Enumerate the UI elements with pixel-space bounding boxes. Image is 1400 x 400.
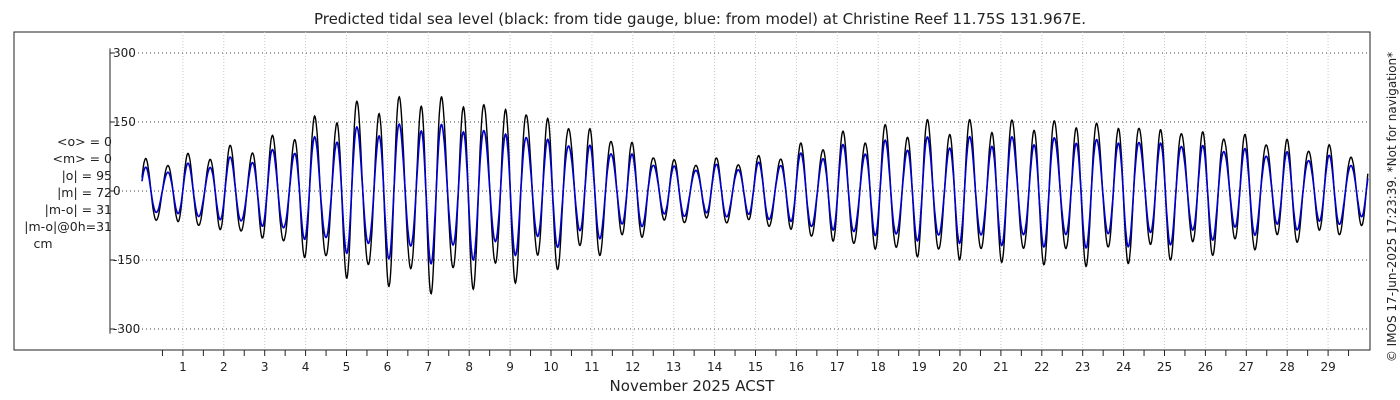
x-tick-label: 3	[261, 360, 269, 374]
x-tick-label: 11	[584, 360, 599, 374]
stat-abs-obs: |o| = 95	[61, 168, 112, 183]
x-tick-label: 21	[993, 360, 1008, 374]
x-tick-label: 6	[384, 360, 392, 374]
x-tick-label: 7	[424, 360, 432, 374]
series-line-model	[141, 123, 1369, 265]
y-tick-label: 150	[113, 115, 136, 129]
copyright-notice: © IMOS 17-Jun-2025 17:23:39. *Not for na…	[1385, 51, 1399, 363]
x-tick-label: 19	[911, 360, 926, 374]
x-tick-label: 28	[1280, 360, 1295, 374]
x-tick-label: 17	[830, 360, 845, 374]
y-tick-label: -300	[113, 322, 140, 336]
stat-abs-diff: |m-o| = 31	[44, 202, 112, 217]
series-layer	[141, 95, 1369, 295]
x-tick-label: 4	[302, 360, 310, 374]
plot-frame	[13, 31, 1371, 351]
x-tick-label: 27	[1239, 360, 1254, 374]
x-tick-label: 9	[506, 360, 514, 374]
y-tick-label: 300	[113, 46, 136, 60]
axis-layer: 1 2 3 4 5 6 7 8 9 10 11 12 13 14 15 16 17 18 19 20 21 22 23 24 2…	[109, 46, 1350, 374]
x-axis-label: November 2025 ACST	[610, 377, 776, 395]
x-tick-label: 1	[179, 360, 187, 374]
y-tick-label: 0	[113, 184, 121, 198]
x-tick-label: 18	[871, 360, 886, 374]
x-tick-label: 16	[789, 360, 804, 374]
x-tick-label: 15	[748, 360, 763, 374]
x-tick-label: 29	[1320, 360, 1335, 374]
series-line-tide-gauge	[141, 95, 1369, 295]
x-tick-label: 24	[1116, 360, 1131, 374]
x-tick-label: 2	[220, 360, 228, 374]
x-tick-label: 20	[952, 360, 967, 374]
y-tick-label: -150	[113, 253, 140, 267]
x-tick-label: 22	[1034, 360, 1049, 374]
stat-mean-obs: <o> = 0	[57, 134, 112, 149]
stat-abs-diff-0h: |m-o|@0h=31	[24, 219, 112, 234]
statistics-panel: <o> = 0 <m> = 0 |o| = 95 |m| = 72 |m-o| …	[0, 133, 112, 252]
stat-unit: cm	[33, 236, 53, 251]
x-tick-label: 5	[343, 360, 351, 374]
x-tick-label: 12	[625, 360, 640, 374]
x-tick-label: 13	[666, 360, 681, 374]
x-tick-label: 10	[543, 360, 558, 374]
x-tick-label: 23	[1075, 360, 1090, 374]
x-tick-label: 14	[707, 360, 722, 374]
chart-title: Predicted tidal sea level (black: from t…	[313, 10, 1087, 28]
x-tick-label: 26	[1198, 360, 1213, 374]
stat-mean-model: <m> = 0	[52, 151, 113, 166]
x-tick-label: 25	[1157, 360, 1172, 374]
stat-abs-model: |m| = 72	[57, 185, 112, 200]
x-tick-label: 8	[465, 360, 473, 374]
